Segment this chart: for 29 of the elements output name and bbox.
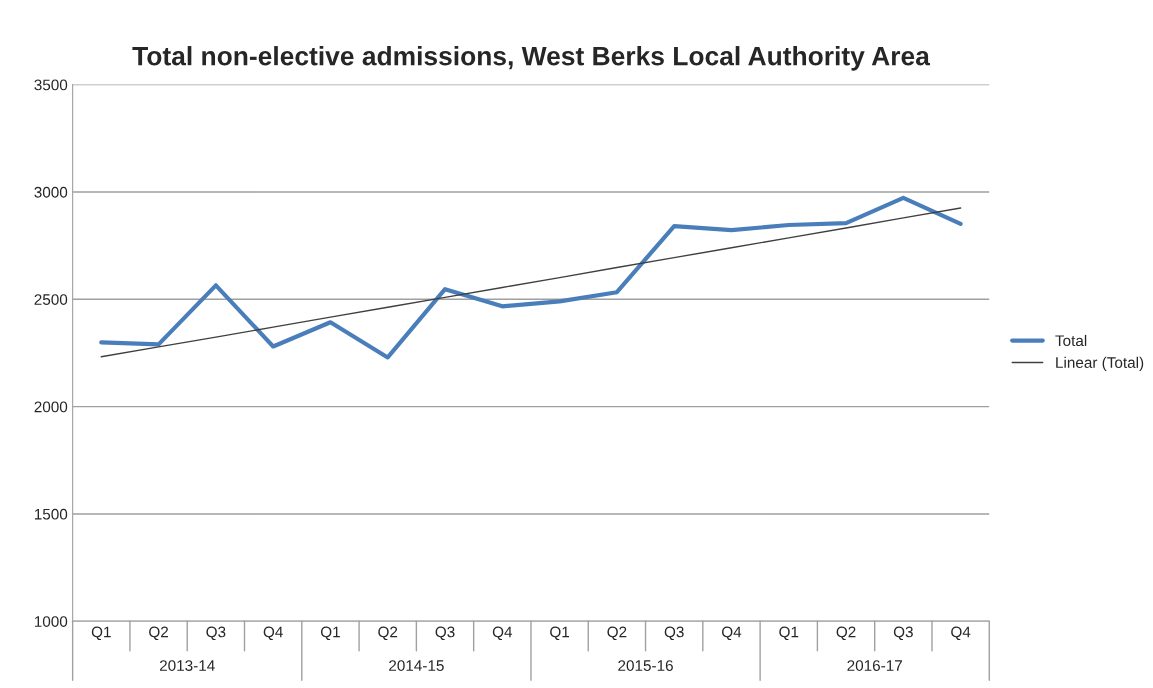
x-tick-label: Q2 [836, 626, 856, 641]
x-tick-label: Q4 [951, 626, 971, 641]
text: 2016-17 [847, 660, 902, 671]
y-tick-label: 1500 [34, 508, 68, 520]
x-tick-label: Q3 [664, 626, 684, 641]
text: 2014-15 [389, 660, 444, 671]
x-tick-label: Q3 [893, 626, 913, 641]
y-tick-label: 2500 [34, 294, 68, 305]
y-tick-label: 2000 [34, 401, 68, 413]
x-tick-label: Q1 [779, 626, 799, 641]
x-tick-label: Q3 [435, 626, 455, 641]
x-tick-label: Q1 [320, 626, 340, 641]
x-tick-label: Q1 [91, 626, 111, 641]
x-tick-label: Q4 [492, 626, 513, 641]
chart-title: Total non-elective admissions, West Berks Local Authority Area [132, 46, 931, 71]
x-tick-label: Q3 [206, 626, 226, 641]
x-tick-label: Q2 [378, 626, 398, 641]
legend-label: Total [1055, 334, 1087, 347]
legend-label: Linear (Total) [1056, 356, 1144, 371]
x-tick-label: Q2 [149, 626, 168, 641]
x-tick-label: Q4 [263, 626, 283, 641]
text: 2015-16 [618, 660, 673, 671]
y-tick-label: 3500 [34, 79, 68, 91]
y-tick-label: 1000 [34, 616, 68, 627]
x-tick-label: Q2 [607, 626, 627, 641]
y-tick-label: 3000 [34, 186, 68, 198]
x-tick-label: Q1 [550, 626, 570, 641]
text: 2013-14 [159, 660, 215, 671]
x-tick-label: Q4 [722, 626, 742, 641]
